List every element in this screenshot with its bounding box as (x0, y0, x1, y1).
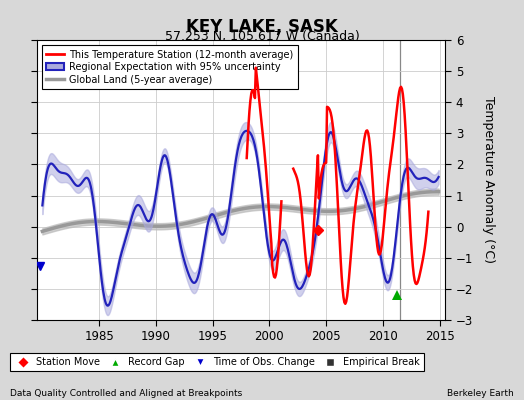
Text: KEY LAKE, SASK: KEY LAKE, SASK (186, 18, 338, 36)
Text: Data Quality Controlled and Aligned at Breakpoints: Data Quality Controlled and Aligned at B… (10, 389, 243, 398)
Legend: Station Move, Record Gap, Time of Obs. Change, Empirical Break: Station Move, Record Gap, Time of Obs. C… (9, 353, 423, 371)
Text: Berkeley Earth: Berkeley Earth (447, 389, 514, 398)
Y-axis label: Temperature Anomaly (°C): Temperature Anomaly (°C) (482, 96, 495, 264)
Text: 57.253 N, 105.617 W (Canada): 57.253 N, 105.617 W (Canada) (165, 30, 359, 43)
